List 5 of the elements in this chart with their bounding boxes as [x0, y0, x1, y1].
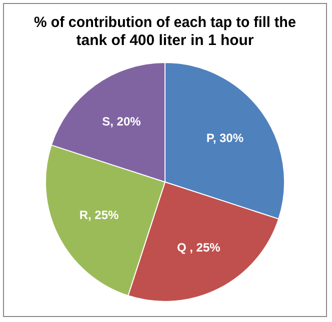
slice-label: P, 30%: [206, 130, 244, 145]
slice-label: R, 25%: [79, 208, 119, 222]
chart-title: % of contribution of each tap to fill the tank of 400 liter in 1 hour: [34, 14, 296, 50]
slice-label: Q , 25%: [176, 240, 221, 254]
slice-label: S, 20%: [102, 114, 142, 128]
